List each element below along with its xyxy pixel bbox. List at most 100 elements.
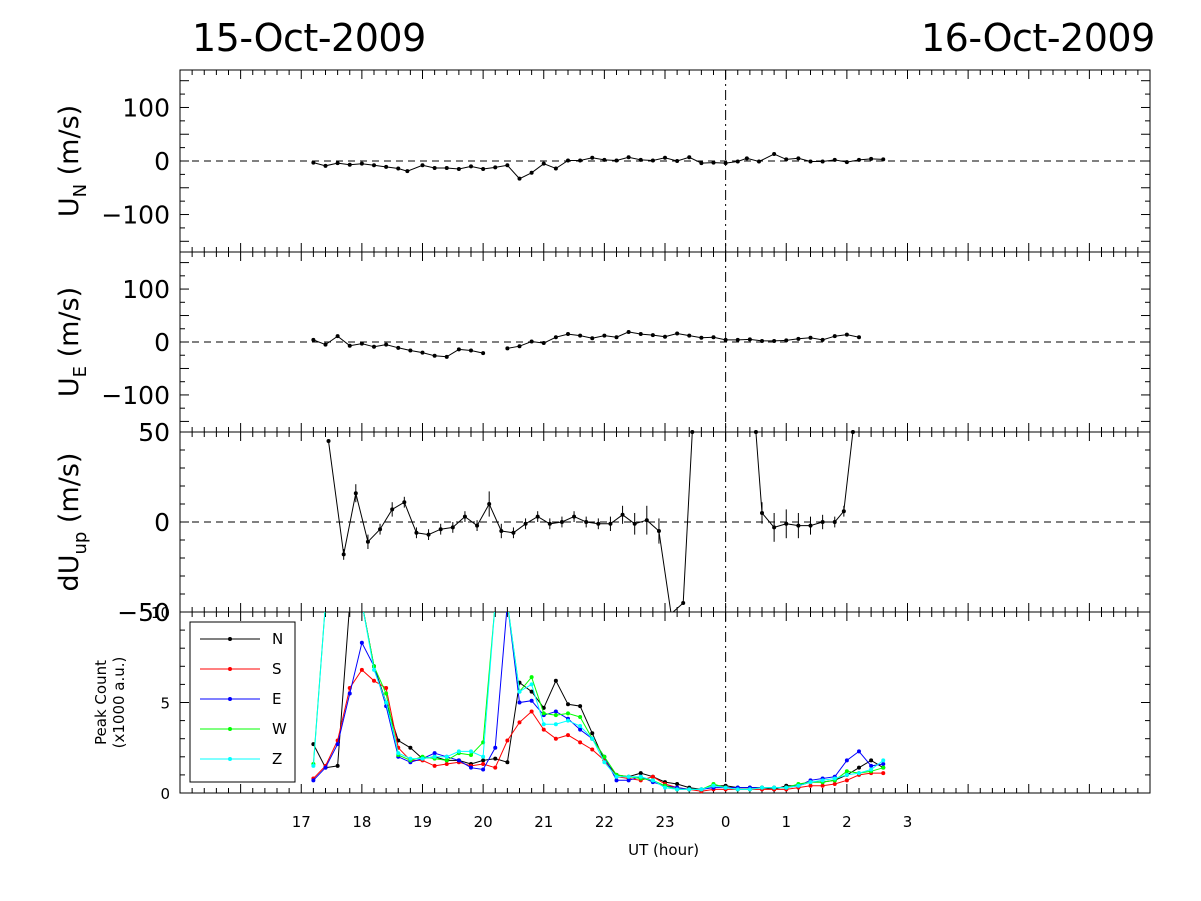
data-point — [675, 781, 680, 786]
data-point — [384, 691, 389, 696]
data-point — [650, 333, 655, 338]
data-point — [311, 160, 316, 165]
data-point — [602, 157, 607, 162]
data-point — [638, 774, 643, 779]
data-point — [541, 722, 546, 727]
data-point — [456, 758, 461, 763]
data-point — [553, 713, 558, 718]
data-point — [493, 745, 498, 750]
series-line-W — [312, 612, 884, 790]
data-point — [335, 742, 340, 747]
data-point — [626, 329, 631, 334]
data-point — [469, 752, 473, 757]
data-point — [578, 333, 583, 338]
x-tick-label: 18 — [352, 813, 371, 831]
data-point — [820, 159, 825, 164]
data-point — [384, 700, 389, 705]
data-point — [311, 337, 316, 342]
data-point — [723, 785, 728, 790]
data-point — [869, 156, 874, 161]
data-point — [711, 783, 716, 788]
series-line-S — [313, 669, 884, 792]
data-point — [359, 341, 364, 346]
data-point — [844, 778, 849, 783]
data-point — [735, 337, 740, 342]
data-point — [857, 157, 861, 162]
legend-marker — [228, 667, 232, 671]
data-point — [529, 675, 534, 680]
data-point — [335, 161, 340, 166]
data-point — [881, 157, 886, 162]
series-line-dUup-b — [755, 432, 854, 528]
data-point — [857, 749, 861, 754]
data-point — [311, 778, 316, 783]
data-point — [335, 334, 340, 339]
data-point — [420, 350, 425, 355]
data-point — [590, 155, 595, 160]
data-point — [590, 736, 595, 741]
data-point — [323, 765, 328, 770]
data-point — [359, 161, 364, 166]
data-point — [650, 778, 655, 783]
data-point — [517, 344, 522, 349]
data-point — [663, 785, 667, 790]
data-point — [456, 167, 461, 172]
legend-marker — [228, 757, 232, 761]
y-tick-label: 5 — [160, 695, 170, 713]
data-point — [753, 430, 758, 434]
data-point — [517, 700, 522, 705]
x-tick-label: 0 — [721, 813, 731, 831]
legend-label: S — [272, 660, 282, 678]
data-point — [553, 335, 558, 340]
data-point — [832, 334, 837, 339]
x-axis-label: UT (hour) — [628, 841, 699, 859]
data-point — [359, 667, 364, 672]
data-point — [602, 333, 607, 338]
data-point — [541, 161, 546, 166]
data-point — [844, 769, 849, 774]
data-point — [699, 161, 704, 166]
data-point — [590, 336, 595, 341]
data-point — [614, 335, 619, 340]
data-point — [681, 601, 686, 605]
data-point — [541, 711, 546, 716]
legend-label: E — [272, 690, 281, 708]
data-point — [396, 166, 401, 171]
data-point — [469, 348, 473, 353]
y-axis-label: UN (m/s) — [54, 105, 91, 217]
data-point — [408, 348, 413, 353]
data-point — [650, 158, 655, 163]
data-point — [505, 346, 510, 351]
legend-box — [189, 621, 296, 783]
data-point — [566, 158, 570, 163]
data-point — [529, 698, 534, 703]
data-point — [638, 332, 643, 337]
y-tick-label: 50 — [138, 418, 170, 447]
data-point — [638, 771, 643, 776]
legend-marker — [228, 697, 232, 701]
data-point — [772, 785, 777, 790]
data-point — [690, 430, 695, 434]
data-point — [481, 767, 486, 772]
y-tick-label: 0 — [154, 147, 170, 176]
data-point — [372, 344, 376, 349]
data-point — [850, 430, 855, 434]
data-point — [326, 439, 331, 443]
data-point — [881, 771, 886, 776]
data-point — [626, 155, 631, 160]
data-point — [650, 774, 655, 779]
data-point — [347, 691, 352, 696]
data-point — [687, 333, 692, 338]
data-point — [614, 774, 619, 779]
data-point — [493, 756, 498, 761]
data-point — [663, 155, 667, 160]
y-tick-label: 100 — [122, 93, 170, 122]
data-point — [469, 164, 473, 169]
data-point — [687, 155, 692, 160]
data-point — [578, 704, 583, 709]
legend-marker — [228, 727, 232, 731]
data-point — [820, 783, 825, 788]
data-point — [820, 337, 825, 342]
data-point — [384, 342, 389, 347]
